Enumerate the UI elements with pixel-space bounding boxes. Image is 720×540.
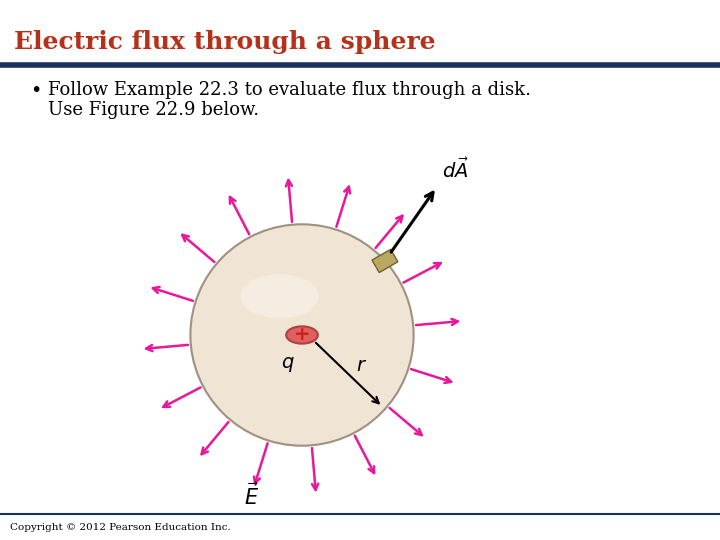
Polygon shape (372, 249, 398, 273)
Ellipse shape (240, 274, 319, 319)
Text: Electric flux through a sphere: Electric flux through a sphere (14, 30, 436, 54)
Text: +: + (294, 326, 310, 345)
Text: •: • (30, 80, 41, 99)
Text: $d\vec{A}$: $d\vec{A}$ (441, 158, 469, 182)
Ellipse shape (190, 224, 413, 446)
Text: $r$: $r$ (356, 357, 367, 375)
Text: Follow Example 22.3 to evaluate flux through a disk.: Follow Example 22.3 to evaluate flux thr… (48, 81, 531, 99)
Text: Copyright © 2012 Pearson Education Inc.: Copyright © 2012 Pearson Education Inc. (10, 523, 230, 532)
Text: $q$: $q$ (282, 355, 294, 375)
Text: Use Figure 22.9 below.: Use Figure 22.9 below. (48, 101, 259, 119)
Text: $\vec{E}$: $\vec{E}$ (244, 482, 259, 509)
Ellipse shape (286, 326, 318, 343)
